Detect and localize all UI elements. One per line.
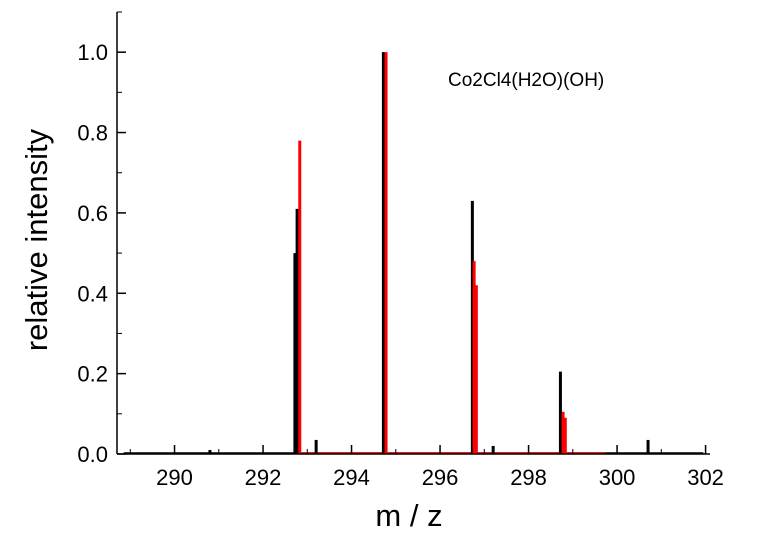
peak-marks [123, 52, 704, 454]
x-tick-label: 296 [422, 465, 459, 490]
x-tick-label: 292 [245, 465, 282, 490]
y-tick-label: 1.0 [77, 40, 108, 65]
y-tick-label: 0.2 [77, 362, 108, 387]
x-tick-label: 290 [156, 465, 193, 490]
x-tick-label: 302 [687, 465, 724, 490]
y-tick-label: 0.8 [77, 121, 108, 146]
x-tick-label: 294 [333, 465, 370, 490]
axes: 0.0 0.2 0.4 0.6 0.8 1.0 290 292 294 296 298 300 302 [77, 11, 724, 490]
x-tick-label: 300 [599, 465, 636, 490]
y-axis-label: relative intensity [19, 128, 54, 351]
x-tick-label: 298 [510, 465, 547, 490]
y-tick-label: 0.4 [77, 281, 108, 306]
y-tick-label: 0.6 [77, 201, 108, 226]
x-axis-label: m / z [375, 498, 442, 533]
y-tick-label: 0.0 [77, 442, 108, 467]
chart-annotation: Co2Cl4(H2O)(OH) [448, 70, 604, 91]
